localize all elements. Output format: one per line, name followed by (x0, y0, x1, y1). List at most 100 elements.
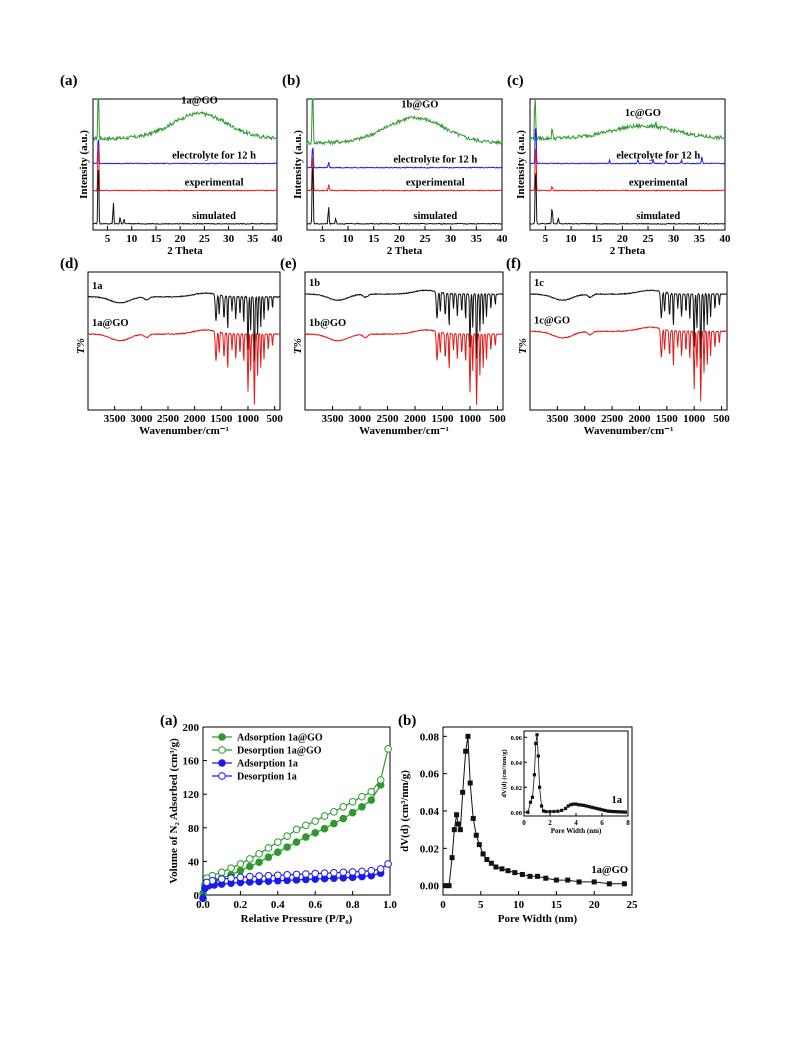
series-label: 1c@GO (625, 108, 661, 119)
series-line-1b-go (306, 98, 503, 146)
x-tick-label: 1500 (432, 413, 455, 425)
panel-label: (a) (60, 73, 78, 89)
inset-data-point (564, 806, 568, 811)
inset-data-point (539, 804, 544, 808)
y-tick-label: 120 (183, 789, 200, 801)
x-tick-label: 3500 (104, 413, 127, 425)
legend-label: Desorption 1a (237, 772, 297, 783)
x-tick-label: 35 (694, 233, 706, 245)
data-point (543, 875, 549, 881)
data-point (339, 814, 348, 823)
series-line-1c-go (529, 98, 726, 142)
inset-data-point (600, 808, 604, 812)
x-tick-label: 1.0 (383, 899, 397, 911)
data-point (236, 873, 245, 882)
data-point (535, 873, 540, 879)
data-point (255, 858, 263, 867)
data-point (576, 879, 582, 885)
inset-x-tick-label: 0 (522, 819, 526, 827)
x-tick-label: 3500 (322, 413, 345, 425)
x-tick-label: 3500 (546, 413, 569, 425)
data-point (311, 869, 320, 878)
x-tick-label: 20 (175, 233, 187, 245)
y-axis-label: Intensity (a.u.) (78, 130, 90, 199)
data-point (236, 860, 245, 868)
inset-data-point (603, 808, 607, 812)
data-point (227, 874, 235, 883)
plot-frame (306, 98, 503, 231)
x-tick-label: 15 (591, 233, 603, 245)
y-axis-label: Volume of N₂ Adsorbed (cm³/g) (168, 738, 180, 884)
y-tick-label: 160 (183, 756, 200, 768)
plot-frame (304, 271, 504, 411)
series-line-1b (304, 289, 504, 359)
data-point (274, 871, 282, 880)
data-point (339, 803, 348, 811)
y-tick-label: 0.04 (420, 806, 440, 818)
series-label: 1a@GO (92, 318, 129, 329)
y-axis-label: dV(d) (cm³/nm/g) (399, 770, 411, 852)
y-tick-label: 0.08 (420, 731, 440, 743)
data-point (493, 864, 499, 870)
x-tick-label: 1000 (459, 413, 482, 425)
y-tick-label: 0.02 (420, 843, 440, 855)
data-point (311, 829, 320, 837)
x-tick-label: 5 (320, 233, 326, 245)
data-point (227, 864, 235, 872)
inset-data-point (584, 804, 588, 808)
series-label: experimental (629, 177, 688, 188)
data-point (367, 787, 376, 796)
data-point (512, 870, 518, 876)
inset-y-axis-label: dV(d) (cm³/nm/g) (501, 749, 508, 797)
x-tick-label: 30 (668, 233, 680, 245)
x-tick-label: 5 (543, 233, 549, 245)
x-tick-label: 1000 (237, 413, 260, 425)
x-tick-label: 5 (478, 899, 484, 911)
data-point (606, 881, 612, 887)
inset-y-tick-label: 0.04 (511, 760, 523, 767)
series-line-simulated (306, 167, 502, 226)
inset-data-point (610, 809, 614, 814)
inset-x-tick-label: 6 (600, 819, 604, 827)
ir-panel-d: 3500 3000 2500 2000 1500 1000 500 Wavenumber/cm… (60, 256, 283, 437)
data-point (302, 821, 310, 830)
data-point (245, 862, 254, 871)
y-tick-label: 40 (188, 856, 200, 868)
data-point (455, 821, 461, 827)
y-tick-label: 80 (188, 823, 200, 835)
panel-label: (a) (160, 713, 178, 729)
y-tick-label: 200 (183, 722, 200, 734)
ir-panel-e: 3500 3000 2500 2000 1500 1000 500 Wavenumber/cm… (280, 256, 506, 437)
inset-x-tick-label: 4 (574, 819, 578, 827)
inset-data-point (579, 803, 583, 807)
y-tick-label: 0.06 (420, 769, 440, 781)
x-axis-label: Wavenumber/cm⁻¹ (359, 425, 449, 437)
data-point (330, 808, 338, 816)
data-point (358, 792, 366, 801)
x-tick-label: 10 (513, 899, 525, 911)
xrd-panel-c: 5 10 15 20 25 30 35 40 2 Theta Intensity (a.u.) 1c… (507, 73, 731, 257)
x-tick-label: 2500 (157, 413, 180, 425)
x-axis-label: 2 Theta (610, 245, 646, 257)
x-tick-label: 0.2 (234, 899, 248, 911)
x-tick-label: 15 (150, 233, 162, 245)
data-point (505, 868, 511, 874)
inset-data-point (541, 809, 546, 813)
x-tick-label: 10 (343, 233, 355, 245)
inset-data-point (535, 733, 539, 737)
series-label: experimental (185, 177, 244, 188)
series-line-electrolyte-for-12-h (306, 146, 503, 169)
inset-data-point (526, 810, 530, 814)
series-label: 1c (534, 278, 544, 289)
plot-frame (92, 98, 278, 231)
x-tick-label: 0.8 (346, 899, 360, 911)
data-point (255, 872, 263, 880)
inset-data-point (592, 806, 596, 810)
x-tick-label: 40 (272, 233, 284, 245)
x-tick-label: 500 (266, 413, 283, 425)
inset-data-point (621, 810, 625, 814)
inset-data-point (577, 803, 581, 807)
legend-marker (218, 746, 226, 754)
legend-label: Adsorption 1a@GO (237, 733, 323, 744)
x-axis-label: Relative Pressure (P/P₀) (241, 913, 353, 925)
